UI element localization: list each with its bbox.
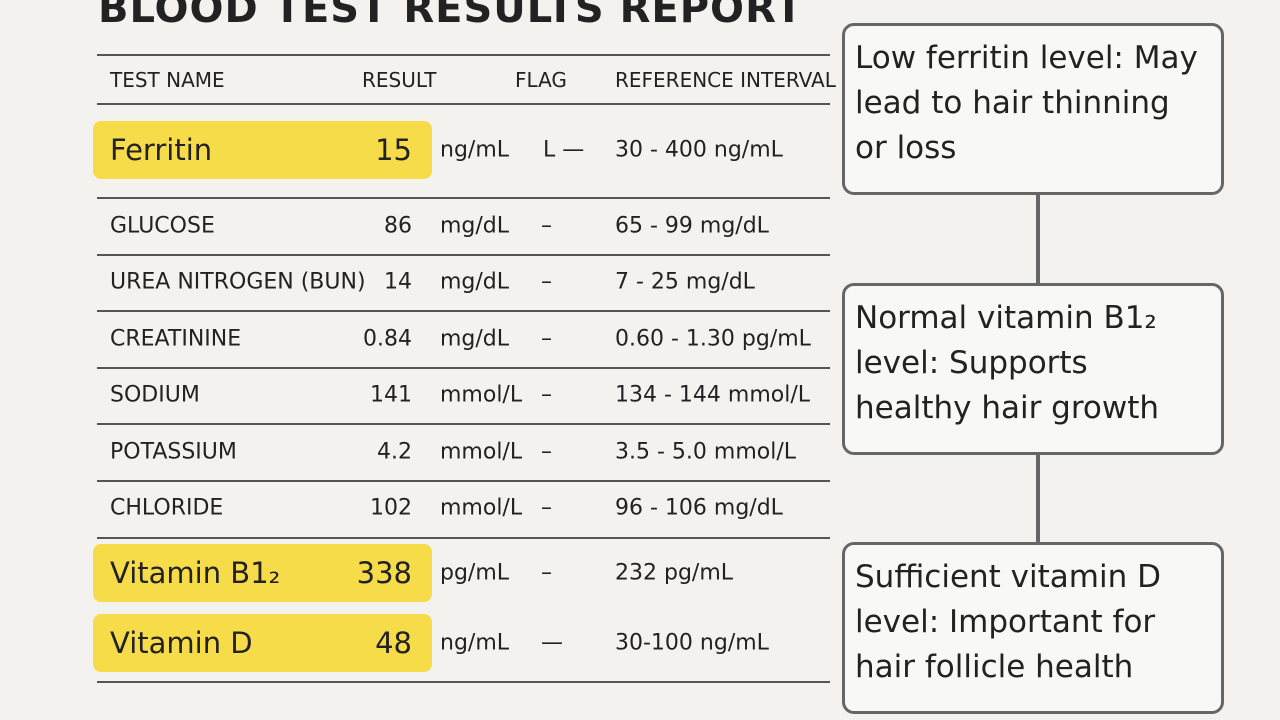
test-name: Vitamin B1₂ <box>110 556 281 590</box>
rule <box>97 254 830 256</box>
result: 86 <box>384 213 412 239</box>
flag: – <box>541 439 552 465</box>
rule <box>97 310 830 312</box>
reference: 96 - 106 mg/dL <box>615 495 783 521</box>
highlight <box>93 544 432 602</box>
test-name: SODIUM <box>110 382 200 408</box>
result: 102 <box>370 495 412 521</box>
rule <box>97 103 830 105</box>
callout: Low ferritin level: May lead to hair thi… <box>842 23 1224 195</box>
test-name: CHLORIDE <box>110 495 224 521</box>
rule <box>97 367 830 369</box>
test-name: UREA NITROGEN (BUN) <box>110 269 366 295</box>
test-name: GLUCOSE <box>110 213 215 239</box>
flag: – <box>541 382 552 408</box>
unit: mg/dL <box>440 269 510 295</box>
flag: — <box>541 630 563 656</box>
result: 338 <box>356 556 412 590</box>
rule <box>97 537 830 539</box>
unit: ng/mL <box>440 137 510 163</box>
highlight <box>93 614 432 672</box>
result: 48 <box>375 626 412 660</box>
unit: pg/mL <box>440 560 510 586</box>
connector <box>1036 453 1040 544</box>
unit: ng/mL <box>440 630 510 656</box>
result: 14 <box>384 269 412 295</box>
result: 4.2 <box>377 439 412 465</box>
reference: 65 - 99 mg/dL <box>615 213 769 239</box>
reference: 30-100 ng/mL <box>615 630 769 656</box>
result: 141 <box>370 382 412 408</box>
rule <box>97 681 830 683</box>
flag: – <box>541 495 552 521</box>
header-cell: FLAG <box>515 68 567 92</box>
highlight <box>93 121 432 179</box>
connector <box>1036 193 1040 285</box>
reference: 3.5 - 5.0 mmol/L <box>615 439 796 465</box>
flag: – <box>541 326 552 352</box>
flag: – <box>541 269 552 295</box>
unit: mmol/L <box>440 495 523 521</box>
result: 15 <box>375 133 412 167</box>
reference: 30 - 400 ng/mL <box>615 137 783 163</box>
reference: 0.60 - 1.30 pg/mL <box>615 326 811 352</box>
report-title: BLOOD TEST RESULTS REPORT <box>98 0 804 32</box>
flag: – <box>541 213 552 239</box>
rule <box>97 423 830 425</box>
flag: – <box>541 560 552 586</box>
test-name: Vitamin D <box>110 626 253 660</box>
test-name: Ferritin <box>110 133 213 167</box>
header-cell: TEST NAME <box>110 68 225 92</box>
unit: mmol/L <box>440 439 523 465</box>
reference: 7 - 25 mg/dL <box>615 269 755 295</box>
reference: 134 - 144 mmol/L <box>615 382 811 408</box>
callout: Normal vitamin B1₂ level: Supports healt… <box>842 283 1224 455</box>
reference: 232 pg/mL <box>615 560 734 586</box>
test-name: CREATININE <box>110 326 242 352</box>
test-name: POTASSIUM <box>110 439 237 465</box>
unit: mmol/L <box>440 382 523 408</box>
unit: mg/dL <box>440 326 510 352</box>
callout: Sufficient vitamin D level: Important fo… <box>842 542 1224 714</box>
header-cell: RESULT <box>362 68 437 92</box>
unit: mg/dL <box>440 213 510 239</box>
flag: L — <box>543 137 585 163</box>
result: 0.84 <box>363 326 412 352</box>
rule <box>97 197 830 199</box>
rule <box>97 480 830 482</box>
rule <box>97 54 830 56</box>
header-cell: REFERENCE INTERVAL <box>615 68 836 92</box>
